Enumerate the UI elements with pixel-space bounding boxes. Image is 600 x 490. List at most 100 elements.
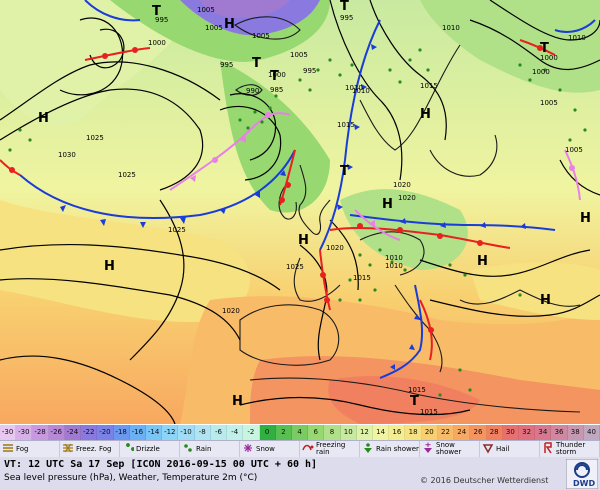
pressure-label: 995 — [340, 14, 353, 22]
temperature-scale-cell: -30 — [0, 425, 17, 440]
chart-description: Sea level pressure (hPa), Weather, Tempe… — [4, 473, 258, 483]
legend-item: Rain shower — [360, 441, 420, 457]
temperature-scale-cell: 4 — [291, 425, 309, 440]
pressure-label: 1015 — [408, 386, 426, 394]
temperature-scale-cell: 8 — [324, 425, 341, 440]
pressure-systems: H H H H H H H H H H T T T T T T T — [38, 0, 591, 409]
temperature-scale-cell: 22 — [437, 425, 455, 440]
temperature-scale-cell: -14 — [145, 425, 163, 440]
temperature-scale-cell: -24 — [64, 425, 82, 440]
pressure-label: 1015 — [337, 121, 355, 129]
legend-item: Snow shower — [420, 441, 480, 457]
dwd-logo: DWD — [566, 459, 598, 489]
temperature-scale-cell: 12 — [356, 425, 374, 440]
valid-time: VT: 12 UTC Sa 17 Sep [ICON 2016-09-15 00… — [4, 459, 318, 470]
high-pressure-label: H — [382, 197, 393, 212]
temperature-scale-cell: -26 — [48, 425, 65, 440]
pressure-label: 1005 — [540, 99, 558, 107]
legend-label: Rain — [196, 444, 212, 453]
weather-legend: Fog Freez. Fog Drizzle Rain Snow Freezing rai… — [0, 440, 600, 458]
low-pressure-label: T — [540, 41, 549, 56]
snow-icon — [242, 442, 256, 456]
pressure-label: 1005 — [197, 6, 215, 14]
pressure-label: 1005 — [290, 51, 308, 59]
high-pressure-label: H — [580, 211, 591, 226]
pressure-label: 1010 — [345, 84, 363, 92]
pressure-label: 1030 — [58, 151, 76, 159]
legend-label: Drizzle — [136, 444, 160, 453]
high-pressure-label: H — [477, 254, 488, 269]
isobars — [0, 0, 600, 424]
occluded-fronts — [169, 112, 581, 241]
drizzle-icon — [122, 442, 136, 456]
freezing-rain-icon — [302, 442, 316, 456]
pressure-label: 1000 — [148, 39, 166, 47]
low-pressure-label: T — [340, 0, 349, 14]
temperature-scale-cell: 38 — [567, 425, 584, 440]
legend-item: Rain — [180, 441, 240, 457]
pressure-label: 1000 — [540, 54, 558, 62]
pressure-label: 1020 — [222, 307, 240, 315]
occluded-front-symbols — [190, 112, 575, 226]
temperature-scale-cell: -2 — [243, 425, 260, 440]
high-pressure-label: H — [104, 259, 115, 274]
pressure-label: 1010 — [442, 24, 460, 32]
low-pressure-label: T — [340, 164, 349, 179]
warm-front-semicircles — [9, 45, 543, 333]
pressure-label: 1025 — [118, 171, 136, 179]
high-pressure-label: H — [232, 394, 243, 409]
fog-icon — [2, 442, 16, 456]
coastlines — [233, 16, 581, 413]
temperature-scale-cell: 16 — [389, 425, 406, 440]
temperature-scale-cell: 40 — [583, 425, 600, 440]
pressure-label: 1005 — [252, 32, 270, 40]
pressure-label: 1010 — [568, 34, 586, 42]
pressure-label: 1000 — [532, 68, 550, 76]
pressure-label: 1010 — [352, 87, 370, 95]
pressure-label: 1020 — [326, 244, 344, 252]
pressure-label: 1015 — [353, 274, 371, 282]
pressure-label: 995 — [220, 61, 233, 69]
legend-item: Thunder storm — [540, 441, 600, 457]
temperature-scale-cell: 34 — [535, 425, 552, 440]
pressure-label: 995 — [155, 16, 168, 24]
freezing-fog-icon — [62, 442, 76, 456]
temperature-scale-cell: 26 — [470, 425, 487, 440]
snow-shower-icon — [422, 442, 436, 456]
legend-label: Freezing rain — [316, 441, 346, 456]
pressure-label: 1015 — [420, 82, 438, 90]
pressure-label: 1015 — [420, 408, 438, 416]
weather-map: 995 1000 1005 1005 995 1010 1005 995 100… — [0, 0, 600, 424]
low-pressure-label: T — [410, 394, 419, 409]
temperature-scale-cell: 36 — [551, 425, 568, 440]
temperature-scale-cell: 24 — [454, 425, 471, 440]
temperature-scale-cell: -4 — [227, 425, 244, 440]
pressure-label: 1025 — [286, 263, 304, 271]
temperature-scale-cell: 32 — [519, 425, 536, 440]
high-pressure-label: H — [298, 233, 309, 248]
high-pressure-label: H — [224, 17, 235, 32]
pressure-label: 1010 — [385, 262, 403, 270]
temperature-scale-cell: -10 — [178, 425, 195, 440]
legend-label: Fog — [16, 444, 29, 453]
high-pressure-label: H — [540, 293, 551, 308]
legend-item: Fog — [0, 441, 60, 457]
pressure-label: 1005 — [565, 146, 583, 154]
info-bar: VT: 12 UTC Sa 17 Sep [ICON 2016-09-15 00… — [0, 457, 600, 490]
thunderstorm-icon — [542, 442, 556, 456]
temperature-scale-cell: -22 — [81, 425, 98, 440]
pressure-labels: 995 1000 1005 1005 995 1010 1005 995 100… — [58, 6, 586, 416]
temperature-scale-cell: -8 — [194, 425, 211, 440]
legend-item: Hail — [480, 441, 540, 457]
rain-icon — [182, 442, 196, 456]
low-pressure-label: T — [152, 4, 161, 19]
pressure-label: 1005 — [205, 24, 223, 32]
temperature-scale-cell: 2 — [275, 425, 292, 440]
legend-label: Rain shower — [376, 444, 419, 453]
temperature-scale-cell: 20 — [421, 425, 438, 440]
cold-fronts — [19, 0, 596, 379]
pressure-label: 1010 — [385, 254, 403, 262]
temperature-scale-cell: 6 — [308, 425, 325, 440]
low-pressure-label: T — [252, 56, 261, 71]
temperature-scale-cell: 10 — [340, 425, 357, 440]
